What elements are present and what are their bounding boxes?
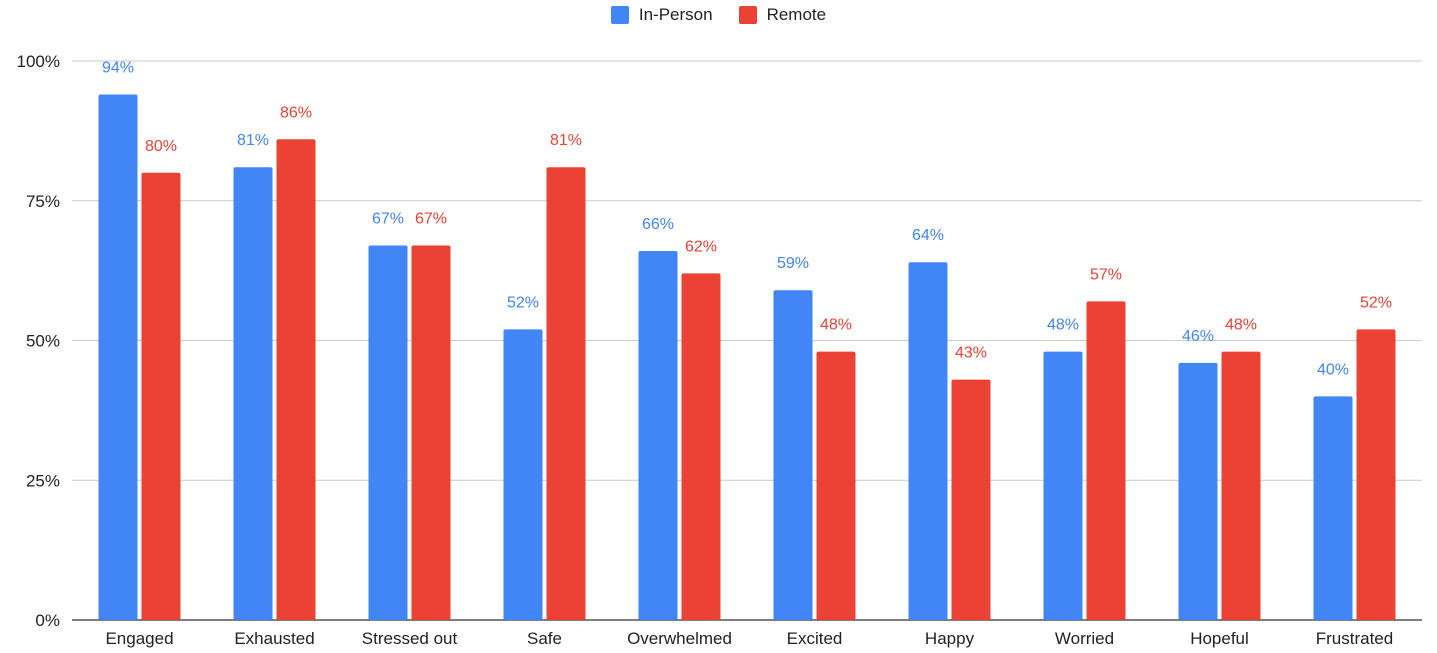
x-tick-label: Worried	[1055, 629, 1114, 648]
data-label: 62%	[685, 238, 717, 255]
data-label: 80%	[145, 138, 177, 155]
x-tick-label: Hopeful	[1190, 629, 1249, 648]
data-label: 64%	[912, 227, 944, 244]
legend-swatch-in-person	[610, 6, 629, 24]
x-tick-label: Exhausted	[234, 629, 314, 648]
data-label: 59%	[777, 255, 809, 272]
bar-in-person-frustrated[interactable]	[1313, 396, 1353, 620]
data-label: 52%	[1360, 294, 1392, 311]
bar-remote-engaged[interactable]	[141, 172, 181, 621]
x-tick-label: Engaged	[105, 629, 173, 648]
data-label: 46%	[1182, 328, 1214, 345]
data-label: 81%	[550, 132, 582, 149]
bar-remote-safe[interactable]	[546, 167, 586, 620]
legend-item-in-person[interactable]: In-Person	[610, 5, 713, 25]
data-label: 86%	[280, 104, 312, 121]
bar-in-person-engaged[interactable]	[98, 94, 138, 621]
bar-remote-happy[interactable]	[951, 379, 991, 620]
x-tick-label: Happy	[925, 629, 975, 648]
data-label: 67%	[415, 210, 447, 227]
data-label: 81%	[237, 132, 269, 149]
x-tick-label: Overwhelmed	[627, 629, 732, 648]
bar-in-person-stressed-out[interactable]	[368, 245, 408, 620]
data-label: 43%	[955, 345, 987, 362]
x-tick-label: Safe	[527, 629, 562, 648]
bar-in-person-happy[interactable]	[908, 262, 948, 620]
data-label: 57%	[1090, 266, 1122, 283]
bar-in-person-worried[interactable]	[1043, 351, 1083, 620]
x-tick-label: Excited	[787, 629, 843, 648]
bar-remote-excited[interactable]	[816, 351, 856, 620]
legend-swatch-remote	[738, 6, 757, 24]
y-tick-label: 100%	[17, 52, 60, 71]
data-label: 48%	[820, 317, 852, 334]
x-tick-label: Stressed out	[362, 629, 458, 648]
data-label: 66%	[642, 216, 674, 233]
bar-remote-exhausted[interactable]	[276, 139, 316, 620]
data-label: 52%	[507, 294, 539, 311]
y-tick-label: 0%	[35, 611, 60, 630]
bar-in-person-hopeful[interactable]	[1178, 362, 1218, 620]
y-tick-label: 75%	[26, 192, 60, 211]
legend-label-remote: Remote	[766, 5, 827, 24]
data-label: 40%	[1317, 361, 1349, 378]
bar-remote-frustrated[interactable]	[1356, 329, 1396, 620]
bar-remote-hopeful[interactable]	[1221, 351, 1261, 620]
data-label: 67%	[372, 210, 404, 227]
data-label: 94%	[102, 60, 134, 77]
data-label: 48%	[1225, 317, 1257, 334]
legend: In-Person Remote	[0, 5, 1437, 25]
bar-in-person-excited[interactable]	[773, 290, 813, 620]
x-tick-label: Frustrated	[1316, 629, 1393, 648]
bar-in-person-safe[interactable]	[503, 329, 543, 620]
bar-in-person-overwhelmed[interactable]	[638, 251, 678, 620]
bar-in-person-exhausted[interactable]	[233, 167, 273, 620]
bar-remote-overwhelmed[interactable]	[681, 273, 721, 620]
legend-label-in-person: In-Person	[638, 5, 713, 24]
bar-remote-worried[interactable]	[1086, 301, 1126, 620]
bar-remote-stressed-out[interactable]	[411, 245, 451, 620]
data-label: 48%	[1047, 317, 1079, 334]
y-tick-label: 25%	[26, 471, 60, 490]
legend-item-remote[interactable]: Remote	[738, 5, 827, 25]
y-tick-label: 50%	[26, 332, 60, 351]
